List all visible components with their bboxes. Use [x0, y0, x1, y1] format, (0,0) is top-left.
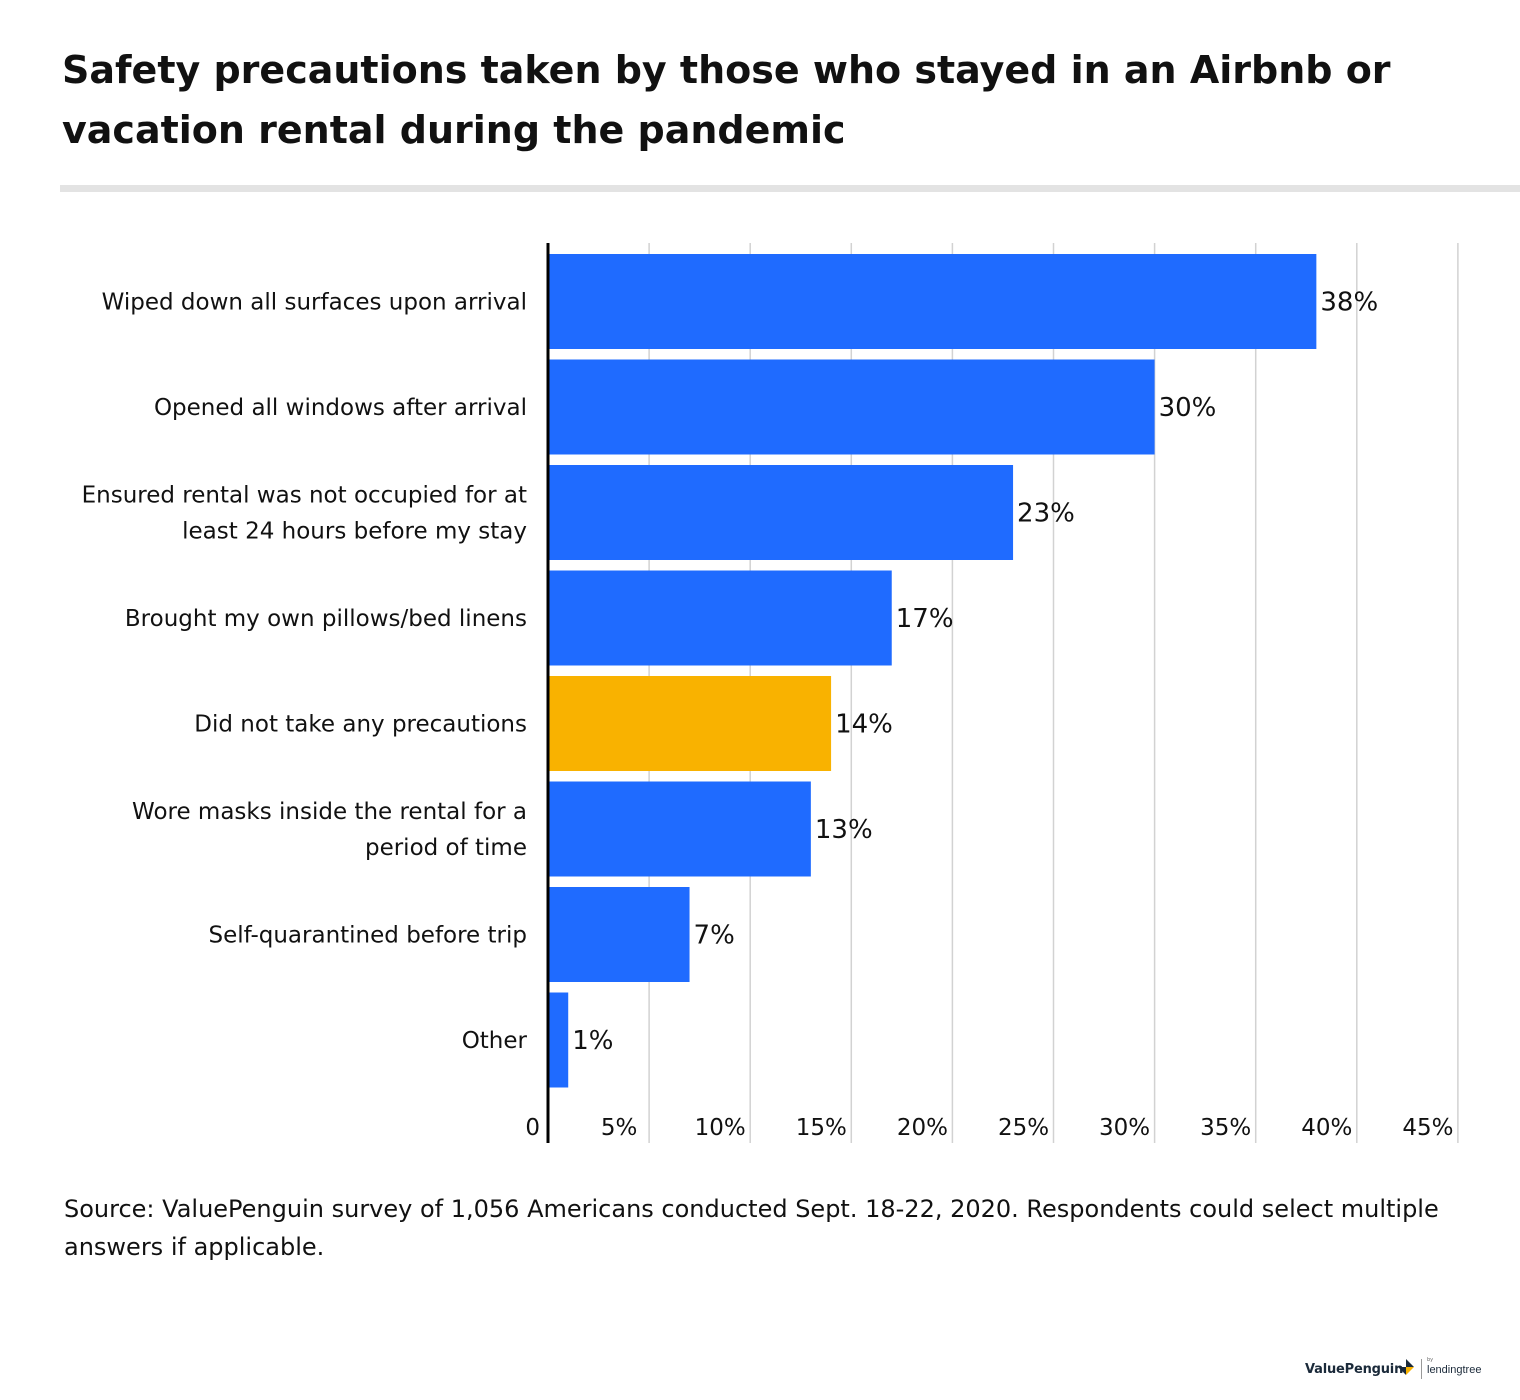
x-tick-label: 30%	[1099, 1115, 1150, 1141]
value-label: 38%	[1320, 288, 1378, 318]
value-label: 1%	[572, 1026, 613, 1056]
category-label: Brought my own pillows/bed linens	[125, 606, 527, 632]
bar	[548, 781, 811, 877]
x-tick-label: 25%	[998, 1115, 1049, 1141]
x-tick-label: 0	[525, 1115, 540, 1141]
category-label: Ensured rental was not occupied for at	[82, 483, 527, 509]
value-label: 30%	[1159, 393, 1217, 423]
bar	[548, 254, 1317, 349]
x-tick-label: 5%	[601, 1115, 638, 1141]
category-label: Other	[462, 1028, 528, 1054]
penguin-logo-icon	[1398, 1359, 1414, 1375]
x-tick-label: 45%	[1402, 1115, 1453, 1141]
category-label: Opened all windows after arrival	[154, 395, 527, 421]
x-tick-label: 15%	[796, 1115, 847, 1141]
title-divider	[60, 185, 1520, 192]
x-tick-label: 20%	[897, 1115, 948, 1141]
bar	[548, 887, 690, 982]
bar	[548, 992, 569, 1088]
brand-separator	[1421, 1359, 1422, 1379]
category-label: Wiped down all surfaces upon arrival	[102, 290, 527, 316]
category-label: least 24 hours before my stay	[182, 519, 527, 545]
bar	[548, 359, 1155, 455]
brand-logo: ValuePenguin by lendingtree	[1300, 1356, 1500, 1386]
chart-title: Safety precautions taken by those who st…	[62, 48, 1391, 152]
brand-valuepenguin: ValuePenguin	[1305, 1362, 1404, 1377]
bar	[548, 676, 832, 771]
bar	[548, 465, 1014, 560]
value-label: 23%	[1017, 499, 1075, 529]
value-label: 17%	[896, 604, 954, 634]
category-label: Wore masks inside the rental for a	[132, 799, 527, 825]
bar	[548, 570, 892, 666]
value-label: 7%	[694, 921, 735, 951]
x-tick-label: 40%	[1301, 1115, 1352, 1141]
source-note: Source: ValuePenguin survey of 1,056 Ame…	[64, 1195, 1439, 1261]
category-label: Self-quarantined before trip	[208, 923, 527, 949]
brand-by: by	[1427, 1357, 1434, 1363]
category-label: period of time	[365, 835, 527, 861]
value-label: 14%	[835, 710, 893, 740]
value-label: 13%	[815, 815, 873, 845]
category-label: Did not take any precautions	[194, 712, 527, 738]
x-tick-label: 10%	[695, 1115, 746, 1141]
x-tick-label: 35%	[1200, 1115, 1251, 1141]
brand-lendingtree: lendingtree	[1427, 1364, 1482, 1376]
